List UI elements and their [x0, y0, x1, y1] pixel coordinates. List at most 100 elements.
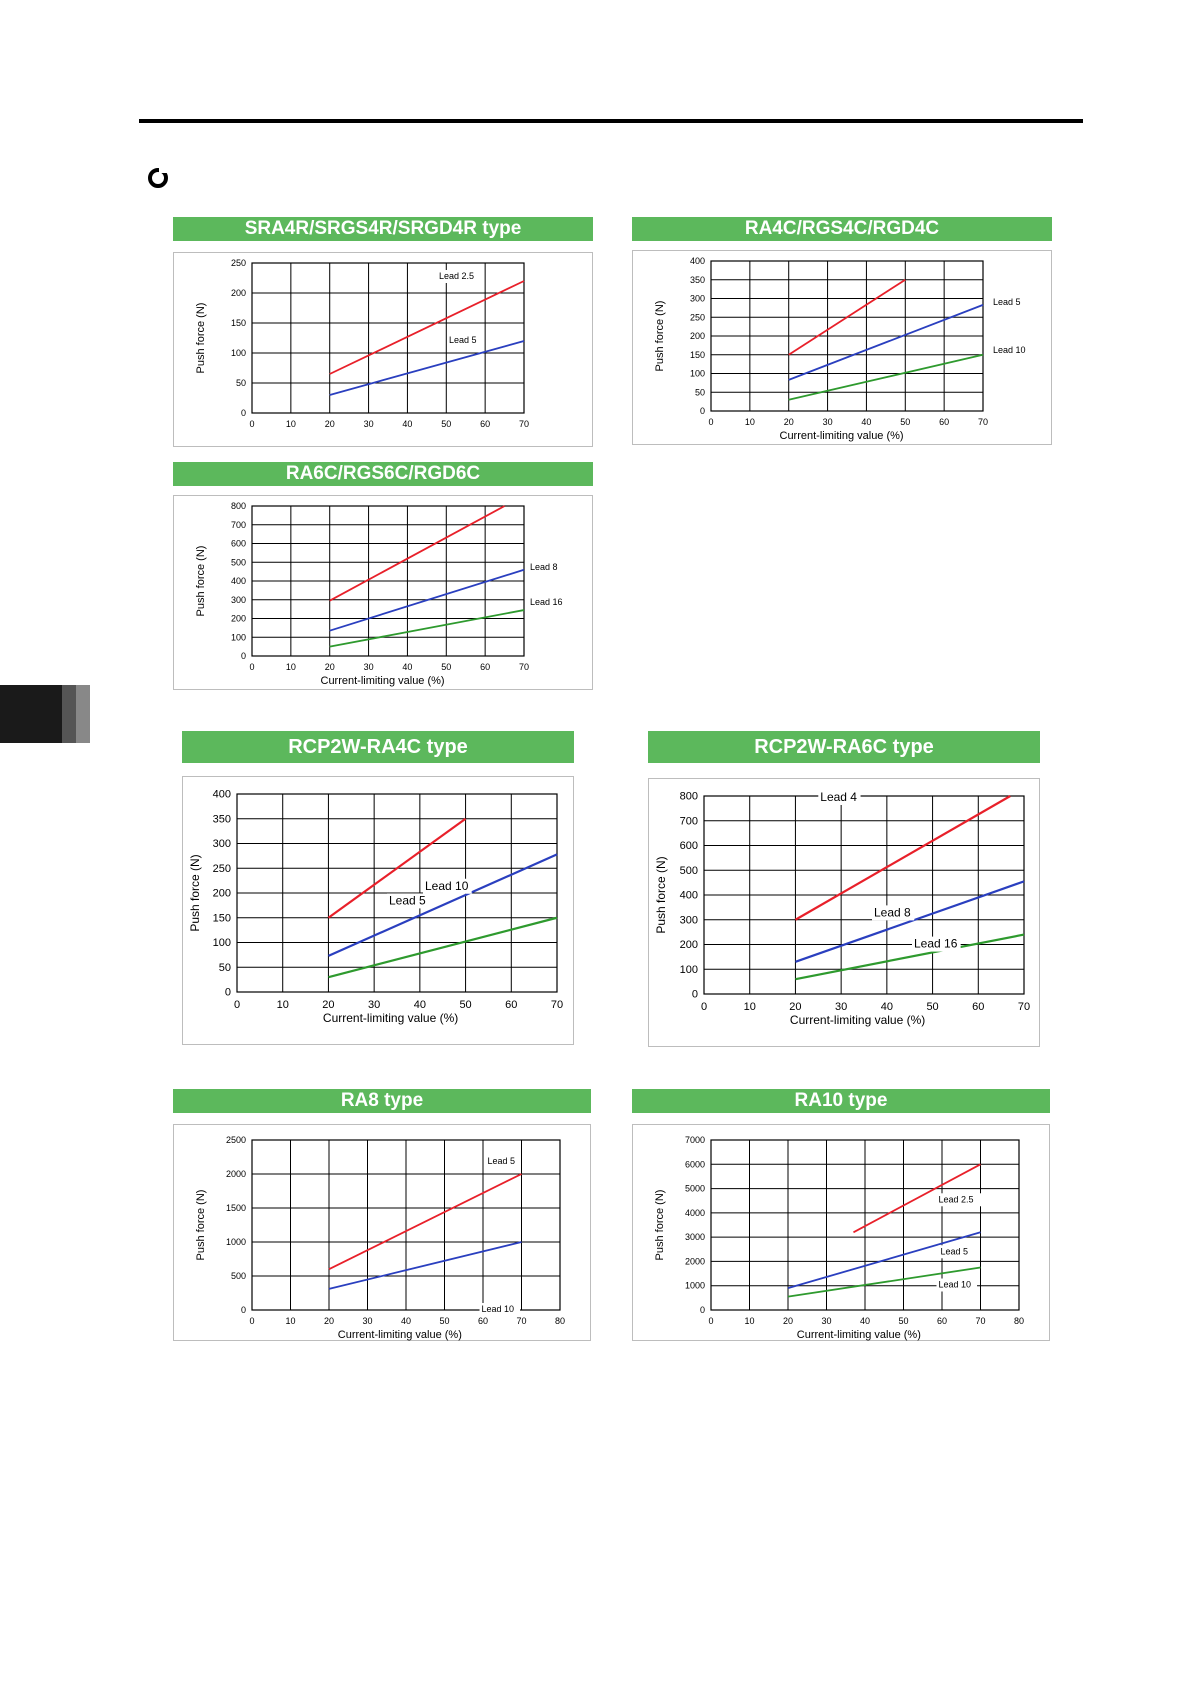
y-tick-label: 400 [680, 890, 698, 902]
y-tick-label: 5000 [685, 1184, 705, 1194]
x-tick-label: 70 [975, 1316, 985, 1326]
x-axis-label: Current-limiting value (%) [797, 1329, 921, 1341]
y-tick-label: 100 [231, 632, 246, 642]
series-line-lead-5 [327, 853, 558, 957]
y-tick-label: 0 [700, 1305, 705, 1315]
side-tab-stripe-light [76, 685, 90, 743]
y-axis-label: Push force (N) [195, 303, 207, 374]
series-line-lead-2-5 [788, 278, 906, 356]
x-tick-label: 50 [898, 1316, 908, 1326]
x-axis-label: Current-limiting value (%) [321, 675, 445, 687]
plot-area-border [251, 262, 525, 414]
y-tick-label: 200 [231, 614, 246, 624]
series-label: Lead 10 [425, 879, 469, 893]
series-label-bg [938, 1245, 974, 1259]
y-tick-label: 300 [680, 914, 698, 926]
y-tick-label: 250 [690, 312, 705, 322]
y-tick-label: 800 [680, 791, 698, 803]
y-tick-label: 50 [695, 387, 705, 397]
chart-title: RA6C/RGS6C/RGD6C [173, 462, 593, 486]
x-tick-label: 80 [555, 1316, 565, 1326]
x-axis-label: Current-limiting value (%) [323, 1011, 458, 1025]
plot-area-border [710, 1139, 1020, 1311]
plot-area-border [251, 505, 525, 657]
y-tick-label: 200 [231, 288, 246, 298]
series-label: Lead 5 [449, 335, 477, 345]
chart-title: RA10 type [632, 1089, 1050, 1113]
y-tick-label: 400 [213, 789, 231, 801]
y-tick-label: 4000 [685, 1208, 705, 1218]
series-line-lead-10 [788, 353, 984, 401]
series-line-lead-8 [795, 880, 1025, 963]
x-axis-label: Current-limiting value (%) [780, 430, 904, 442]
y-tick-label: 350 [690, 275, 705, 285]
x-tick-label: 40 [414, 999, 426, 1011]
x-tick-label: 60 [972, 1001, 984, 1013]
x-tick-label: 20 [322, 999, 334, 1011]
series-label-bg [991, 295, 1027, 309]
x-tick-label: 0 [249, 419, 254, 429]
x-tick-label: 20 [325, 419, 335, 429]
series-line-lead-8 [329, 568, 525, 632]
series-line-lead-10 [787, 1266, 981, 1298]
series-label: Lead 4 [820, 790, 857, 804]
y-tick-label: 0 [241, 408, 246, 418]
series-line-lead-4 [794, 795, 1011, 921]
y-tick-label: 500 [231, 1271, 246, 1281]
series-line-lead-4 [329, 505, 506, 602]
y-tick-label: 2000 [226, 1169, 246, 1179]
x-tick-label: 60 [505, 999, 517, 1011]
series-label: Lead 2.5 [439, 271, 474, 281]
y-tick-label: 500 [680, 865, 698, 877]
y-axis-label: Push force (N) [654, 301, 666, 372]
series-line-lead-5 [329, 340, 525, 396]
x-tick-label: 70 [978, 417, 988, 427]
y-axis-label: Push force (N) [195, 1190, 207, 1261]
x-tick-label: 0 [701, 1001, 707, 1013]
x-tick-label: 30 [364, 662, 374, 672]
series-label: Lead 5 [993, 297, 1021, 307]
chart-panel-ra6c: RA6C/RGS6C/RGD6C 0 10 20 30 40 50 60 70 0 100 200 3… [173, 462, 593, 690]
series-label-bg [991, 343, 1032, 357]
series-line-lead-2-5 [853, 1163, 981, 1234]
y-tick-label: 2500 [226, 1135, 246, 1145]
x-tick-label: 10 [286, 662, 296, 672]
x-tick-label: 20 [784, 417, 794, 427]
y-tick-label: 50 [236, 378, 246, 388]
x-tick-label: 40 [860, 1316, 870, 1326]
y-tick-label: 1000 [685, 1281, 705, 1291]
x-tick-label: 20 [783, 1316, 793, 1326]
y-tick-label: 500 [231, 557, 246, 567]
y-tick-label: 100 [213, 937, 231, 949]
section-bullet-icon [148, 167, 169, 188]
series-label: Lead 10 [993, 345, 1026, 355]
series-line-lead-2-5 [329, 280, 525, 375]
chart-svg: 0 10 20 30 40 50 60 700100200300400500600700800… [195, 501, 569, 687]
x-tick-label: 10 [744, 1001, 756, 1013]
x-tick-label: 0 [249, 1316, 254, 1326]
x-tick-label: 60 [939, 417, 949, 427]
series-label: Lead 2.5 [939, 1194, 974, 1204]
x-tick-label: 40 [402, 662, 412, 672]
y-tick-label: 400 [690, 256, 705, 266]
y-tick-label: 200 [690, 331, 705, 341]
chart-panel-rcp2w-ra4c: RCP2W-RA4C type 0 10 20 30 40 50 60 70 0 50 100 150… [182, 731, 574, 1045]
series-label-bg [437, 270, 483, 283]
x-tick-label: 30 [835, 1001, 847, 1013]
x-tick-label: 40 [881, 1001, 893, 1013]
y-tick-label: 800 [231, 501, 246, 511]
x-tick-label: 40 [402, 419, 412, 429]
plot-frame: 0 10 20 30 40 50 60 70 0 50 100 150 200 250 300 350 400 P… [182, 776, 574, 1045]
y-tick-label: 0 [692, 989, 698, 1001]
x-tick-label: 40 [401, 1316, 411, 1326]
chart-svg: 0 10 20 30 40 50 60 70 80 0 1000 2000 3000 4000 5000 60… [654, 1135, 1024, 1341]
series-label: Lead 16 [530, 597, 563, 607]
x-tick-label: 50 [441, 419, 451, 429]
x-tick-label: 60 [937, 1316, 947, 1326]
x-tick-label: 50 [459, 999, 471, 1011]
y-tick-label: 200 [213, 888, 231, 900]
y-axis-label: Push force (N) [654, 856, 668, 933]
y-tick-label: 150 [213, 912, 231, 924]
y-tick-label: 1000 [226, 1237, 246, 1247]
x-tick-label: 0 [708, 1316, 713, 1326]
